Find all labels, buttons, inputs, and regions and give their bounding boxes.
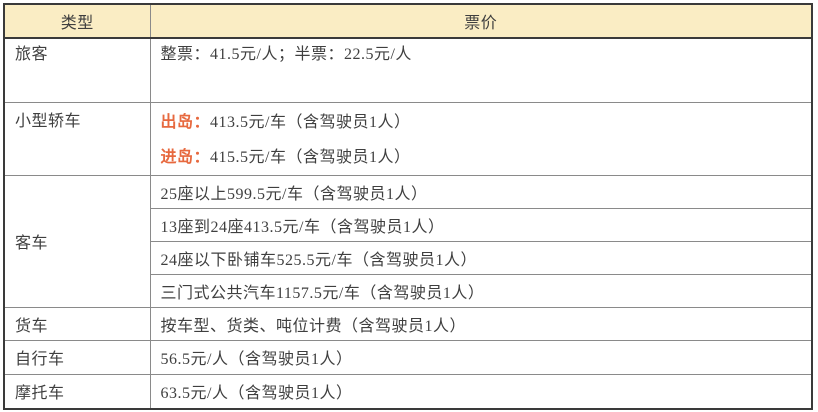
type-cell-passenger: 旅客 [3,37,151,103]
row-passenger: 旅客 整票：41.5元/人；半票：22.5元/人 [3,37,813,103]
price-cell-bus-tier-2: 13座到24座413.5元/车（含驾驶员1人） [149,207,813,242]
price-cell-passenger: 整票：41.5元/人；半票：22.5元/人 [149,37,813,103]
type-cell-motorcycle: 摩托车 [3,373,151,410]
out-island-label: 出岛： [160,113,211,131]
row-bus-tier-3: 24座以下卧铺车525.5元/车（含驾驶员1人） [4,240,813,275]
in-island-label: 进岛： [160,148,211,166]
in-island-price: 415.5元/车（含驾驶员1人） [210,148,411,166]
header-cell-type: 类型 [3,3,151,39]
price-cell-truck: 按车型、货类、吨位计费（含驾驶员1人） [149,306,813,341]
price-cell-motorcycle: 63.5元/人（含驾驶员1人） [149,373,813,410]
row-bus-tier-1: 客车 25座以上599.5元/车（含驾驶员1人） [3,174,813,308]
row-truck: 货车 按车型、货类、吨位计费（含驾驶员1人） [3,306,813,341]
price-cell-small-car: 出岛：413.5元/车（含驾驶员1人） 进岛：415.5元/车（含驾驶员1人） [149,101,813,176]
row-small-car: 小型轿车 出岛：413.5元/车（含驾驶员1人） 进岛：415.5元/车（含驾驶… [3,101,813,176]
price-cell-bus-tier-3: 24座以下卧铺车525.5元/车（含驾驶员1人） [149,240,813,275]
small-car-in-line: 进岛：415.5元/车（含驾驶员1人） [161,140,806,175]
type-cell-bicycle: 自行车 [3,339,151,375]
type-cell-bus: 客车 [3,174,151,308]
out-island-price: 413.5元/车（含驾驶员1人） [210,113,411,131]
fare-table: 类型 票价 旅客 整票：41.5元/人；半票：22.5元/人 小型轿车 出岛：4… [3,3,813,410]
price-cell-bus-tier-1: 25座以上599.5元/车（含驾驶员1人） [149,174,813,209]
price-cell-bus-tier-4: 三门式公共汽车1157.5元/车（含驾驶员1人） [149,273,813,308]
small-car-out-line: 出岛：413.5元/车（含驾驶员1人） [161,105,806,140]
price-cell-bicycle: 56.5元/人（含驾驶员1人） [149,339,813,375]
row-motorcycle: 摩托车 63.5元/人（含驾驶员1人） [3,373,813,410]
row-bus-tier-2: 13座到24座413.5元/车（含驾驶员1人） [4,207,813,242]
type-cell-small-car: 小型轿车 [3,101,151,176]
header-cell-price: 票价 [149,3,813,39]
type-cell-truck: 货车 [3,306,151,341]
row-bicycle: 自行车 56.5元/人（含驾驶员1人） [3,339,813,375]
header-row: 类型 票价 [3,3,813,39]
